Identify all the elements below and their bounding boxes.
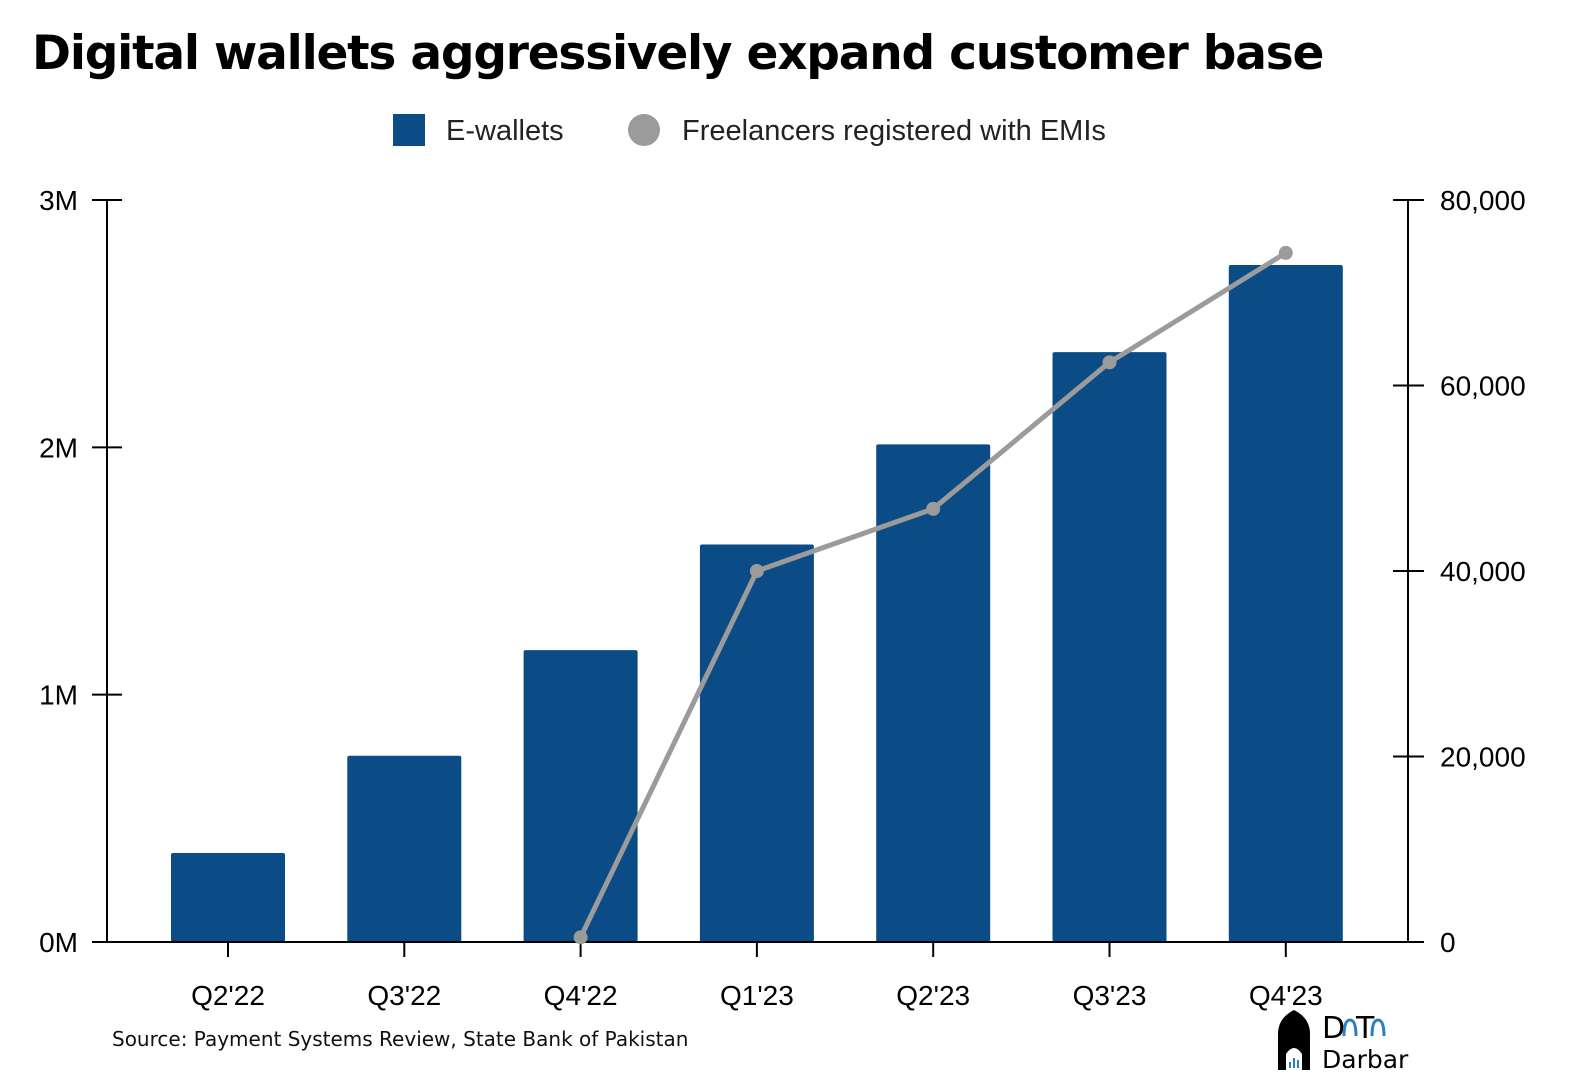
- freelancers-point-4: [926, 501, 941, 516]
- x-tick-label-3: Q1'23: [720, 980, 794, 1011]
- legend-swatch-ewallets: [393, 114, 425, 146]
- freelancers-point-3: [749, 564, 764, 578]
- data-darbar-logo: D T Darbar: [1278, 1010, 1409, 1074]
- bar-1: [347, 755, 462, 942]
- left-tick-label-2: 2M: [39, 432, 78, 463]
- x-tick-label-0: Q2'22: [191, 980, 265, 1011]
- bar-2: [523, 650, 638, 942]
- bar-4: [876, 444, 991, 942]
- bar-6: [1228, 265, 1343, 942]
- x-tick-label-2: Q4'22: [544, 980, 618, 1011]
- chart-title: Digital wallets aggressively expand cust…: [32, 26, 1324, 81]
- legend: E-wallets Freelancers registered with EM…: [393, 114, 1106, 147]
- right-tick-label-1: 20,000: [1440, 742, 1526, 773]
- svg-text:T: T: [1355, 1011, 1375, 1046]
- x-tick-label-5: Q3'23: [1073, 980, 1147, 1011]
- legend-label-freelancers: Freelancers registered with EMIs: [682, 115, 1106, 147]
- bar-0: [171, 852, 285, 942]
- source-note: Source: Payment Systems Review, State Ba…: [112, 1027, 689, 1051]
- x-tick-label-1: Q3'22: [367, 980, 441, 1011]
- bar-3: [699, 544, 814, 942]
- right-tick-label-2: 40,000: [1440, 556, 1526, 587]
- svg-text:D: D: [1322, 1011, 1345, 1046]
- legend-label-ewallets: E-wallets: [446, 115, 564, 147]
- legend-swatch-freelancers: [628, 114, 660, 146]
- svg-text:Darbar: Darbar: [1322, 1045, 1409, 1074]
- bar-5: [1052, 352, 1167, 942]
- x-tick-label-6: Q4'23: [1249, 980, 1323, 1011]
- freelancers-point-6: [1278, 245, 1293, 260]
- freelancers-point-5: [1102, 355, 1117, 370]
- freelancers-point-2: [573, 930, 588, 945]
- right-tick-label-0: 0: [1440, 927, 1456, 958]
- right-tick-label-4: 80,000: [1440, 185, 1526, 216]
- right-tick-label-3: 60,000: [1440, 371, 1526, 402]
- left-tick-label-3: 3M: [39, 185, 78, 216]
- x-tick-label-4: Q2'23: [896, 980, 970, 1011]
- left-tick-label-0: 0M: [39, 927, 78, 958]
- left-tick-label-1: 1M: [39, 680, 78, 711]
